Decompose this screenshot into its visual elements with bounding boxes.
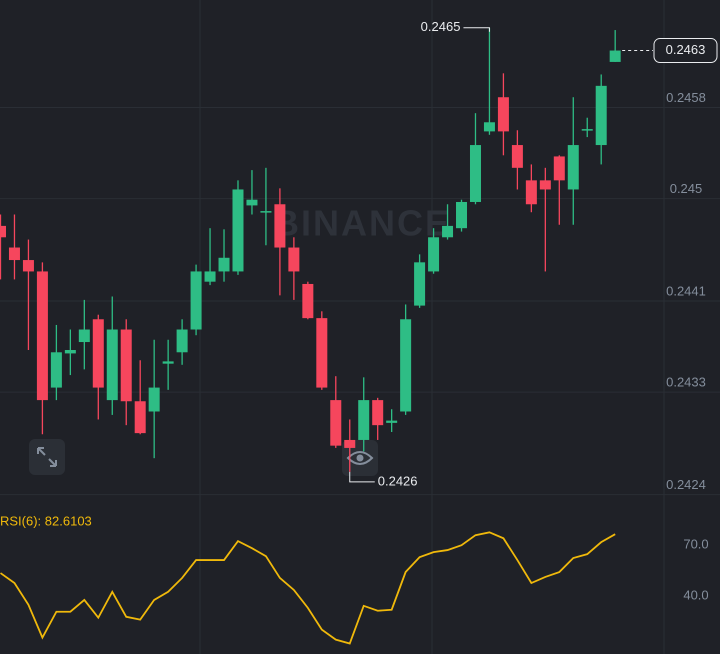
y-tick-label: 0.2433 bbox=[666, 375, 706, 390]
candle-body bbox=[78, 329, 90, 343]
candle-body bbox=[386, 420, 398, 423]
rsi-line bbox=[0, 531, 616, 645]
candle-body bbox=[162, 361, 174, 364]
candle-body bbox=[120, 329, 132, 402]
candle-body bbox=[567, 145, 579, 190]
candle-body bbox=[316, 318, 328, 388]
candle-body bbox=[232, 189, 244, 272]
candle-body bbox=[358, 400, 370, 440]
candle-body bbox=[176, 329, 188, 353]
min-leader bbox=[349, 471, 375, 483]
candle-body bbox=[414, 262, 426, 306]
candle-body bbox=[36, 271, 48, 401]
y-tick-label: 0.245 bbox=[670, 181, 703, 196]
candle-body bbox=[428, 237, 440, 272]
candle-body bbox=[609, 50, 621, 62]
candle-body bbox=[483, 122, 495, 132]
candle-body bbox=[246, 199, 258, 206]
candle-body bbox=[497, 97, 509, 132]
candle-body bbox=[190, 271, 202, 330]
rsi-label: RSI(6): 82.6103 bbox=[0, 513, 92, 528]
candle-body bbox=[106, 329, 118, 401]
candle-body bbox=[539, 180, 551, 190]
last-price-box bbox=[653, 38, 718, 64]
candle-body bbox=[400, 319, 412, 412]
candle-body bbox=[344, 439, 356, 448]
candle-body bbox=[92, 319, 104, 388]
max-label: 0.2465 bbox=[421, 19, 461, 34]
last-price-label: 0.2463 bbox=[666, 42, 706, 57]
eye-button[interactable] bbox=[342, 440, 378, 476]
candle-body bbox=[595, 85, 607, 146]
rsi-tick-label: 40.0 bbox=[683, 587, 708, 602]
y-tick-label: 0.2458 bbox=[666, 90, 706, 105]
candle-body bbox=[288, 247, 300, 272]
y-tick-label: 0.2424 bbox=[666, 477, 706, 492]
candle-body bbox=[302, 283, 314, 319]
candle-body bbox=[0, 225, 6, 238]
candle-body bbox=[372, 400, 384, 426]
candle-body bbox=[22, 260, 34, 272]
watermark: BINANCE bbox=[273, 203, 451, 244]
candle-body bbox=[274, 204, 286, 248]
candle-body bbox=[525, 180, 537, 205]
rsi-tick-label: 70.0 bbox=[683, 537, 708, 552]
y-tick-label: 0.2441 bbox=[666, 283, 706, 298]
candle-body bbox=[581, 129, 593, 131]
min-label: 0.2426 bbox=[378, 473, 418, 488]
candle-body bbox=[553, 156, 565, 181]
candle-body bbox=[330, 400, 342, 446]
candle-body bbox=[50, 352, 62, 388]
candle-body bbox=[511, 145, 523, 168]
candle-body bbox=[148, 387, 160, 412]
candle-body bbox=[218, 257, 230, 272]
candle-body bbox=[8, 247, 20, 261]
expand-button[interactable] bbox=[29, 439, 65, 475]
candle-body bbox=[456, 201, 468, 229]
candle-body bbox=[64, 350, 76, 354]
candle-body bbox=[469, 145, 481, 202]
candle-body bbox=[134, 401, 146, 434]
candle-body bbox=[260, 211, 272, 213]
max-leader bbox=[463, 27, 490, 32]
candle-body bbox=[204, 271, 216, 282]
candle-body bbox=[442, 225, 454, 238]
